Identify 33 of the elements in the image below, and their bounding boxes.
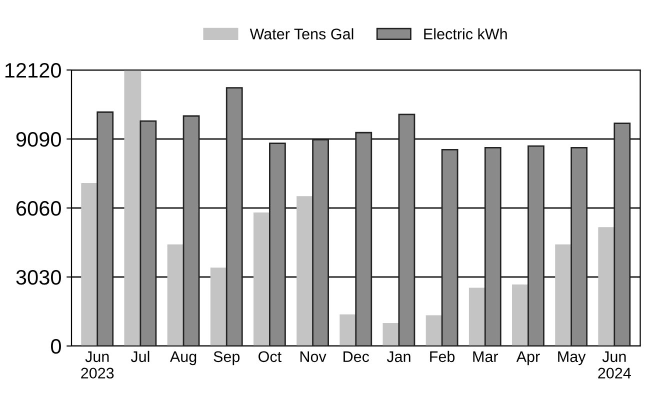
bar — [340, 314, 357, 346]
x-tick-label: Mar — [473, 351, 498, 362]
y-tick-label: 9090 — [16, 132, 61, 147]
x-tick-label: Feb — [430, 350, 455, 362]
bar — [167, 244, 184, 346]
y-tick-label: 12120 — [5, 63, 61, 78]
bar — [426, 315, 443, 346]
bar — [210, 268, 228, 346]
bar — [468, 288, 486, 346]
x-tick-label: Jul — [130, 350, 150, 362]
x-tick-label: Dec — [344, 351, 370, 362]
legend-label: Water Tens Gal — [250, 28, 354, 40]
x-tick-label: Oct — [258, 351, 282, 362]
bar — [555, 244, 572, 346]
x-tick-label: Nov — [300, 351, 326, 362]
y-tick-label: 3030 — [16, 270, 61, 285]
x-tick-label: Jun 2023 — [81, 351, 114, 379]
bar — [81, 182, 98, 346]
x-tick-label: Apr — [516, 351, 540, 366]
x-tick-label: Sep — [214, 351, 240, 366]
bar — [382, 322, 400, 346]
y-tick-label: 0 — [51, 339, 61, 354]
bar — [598, 227, 616, 346]
bar — [296, 196, 314, 346]
x-tick-label: May — [558, 351, 586, 366]
x-tick-label: Jun 2024 — [598, 351, 631, 379]
x-tick-label: Aug — [170, 351, 196, 366]
y-tick-label: 6060 — [16, 201, 61, 216]
legend-label: Electric kWh — [424, 28, 507, 40]
bar — [253, 212, 270, 346]
bar — [124, 70, 142, 346]
x-tick-label: Jan — [386, 351, 410, 362]
bar — [512, 284, 529, 346]
